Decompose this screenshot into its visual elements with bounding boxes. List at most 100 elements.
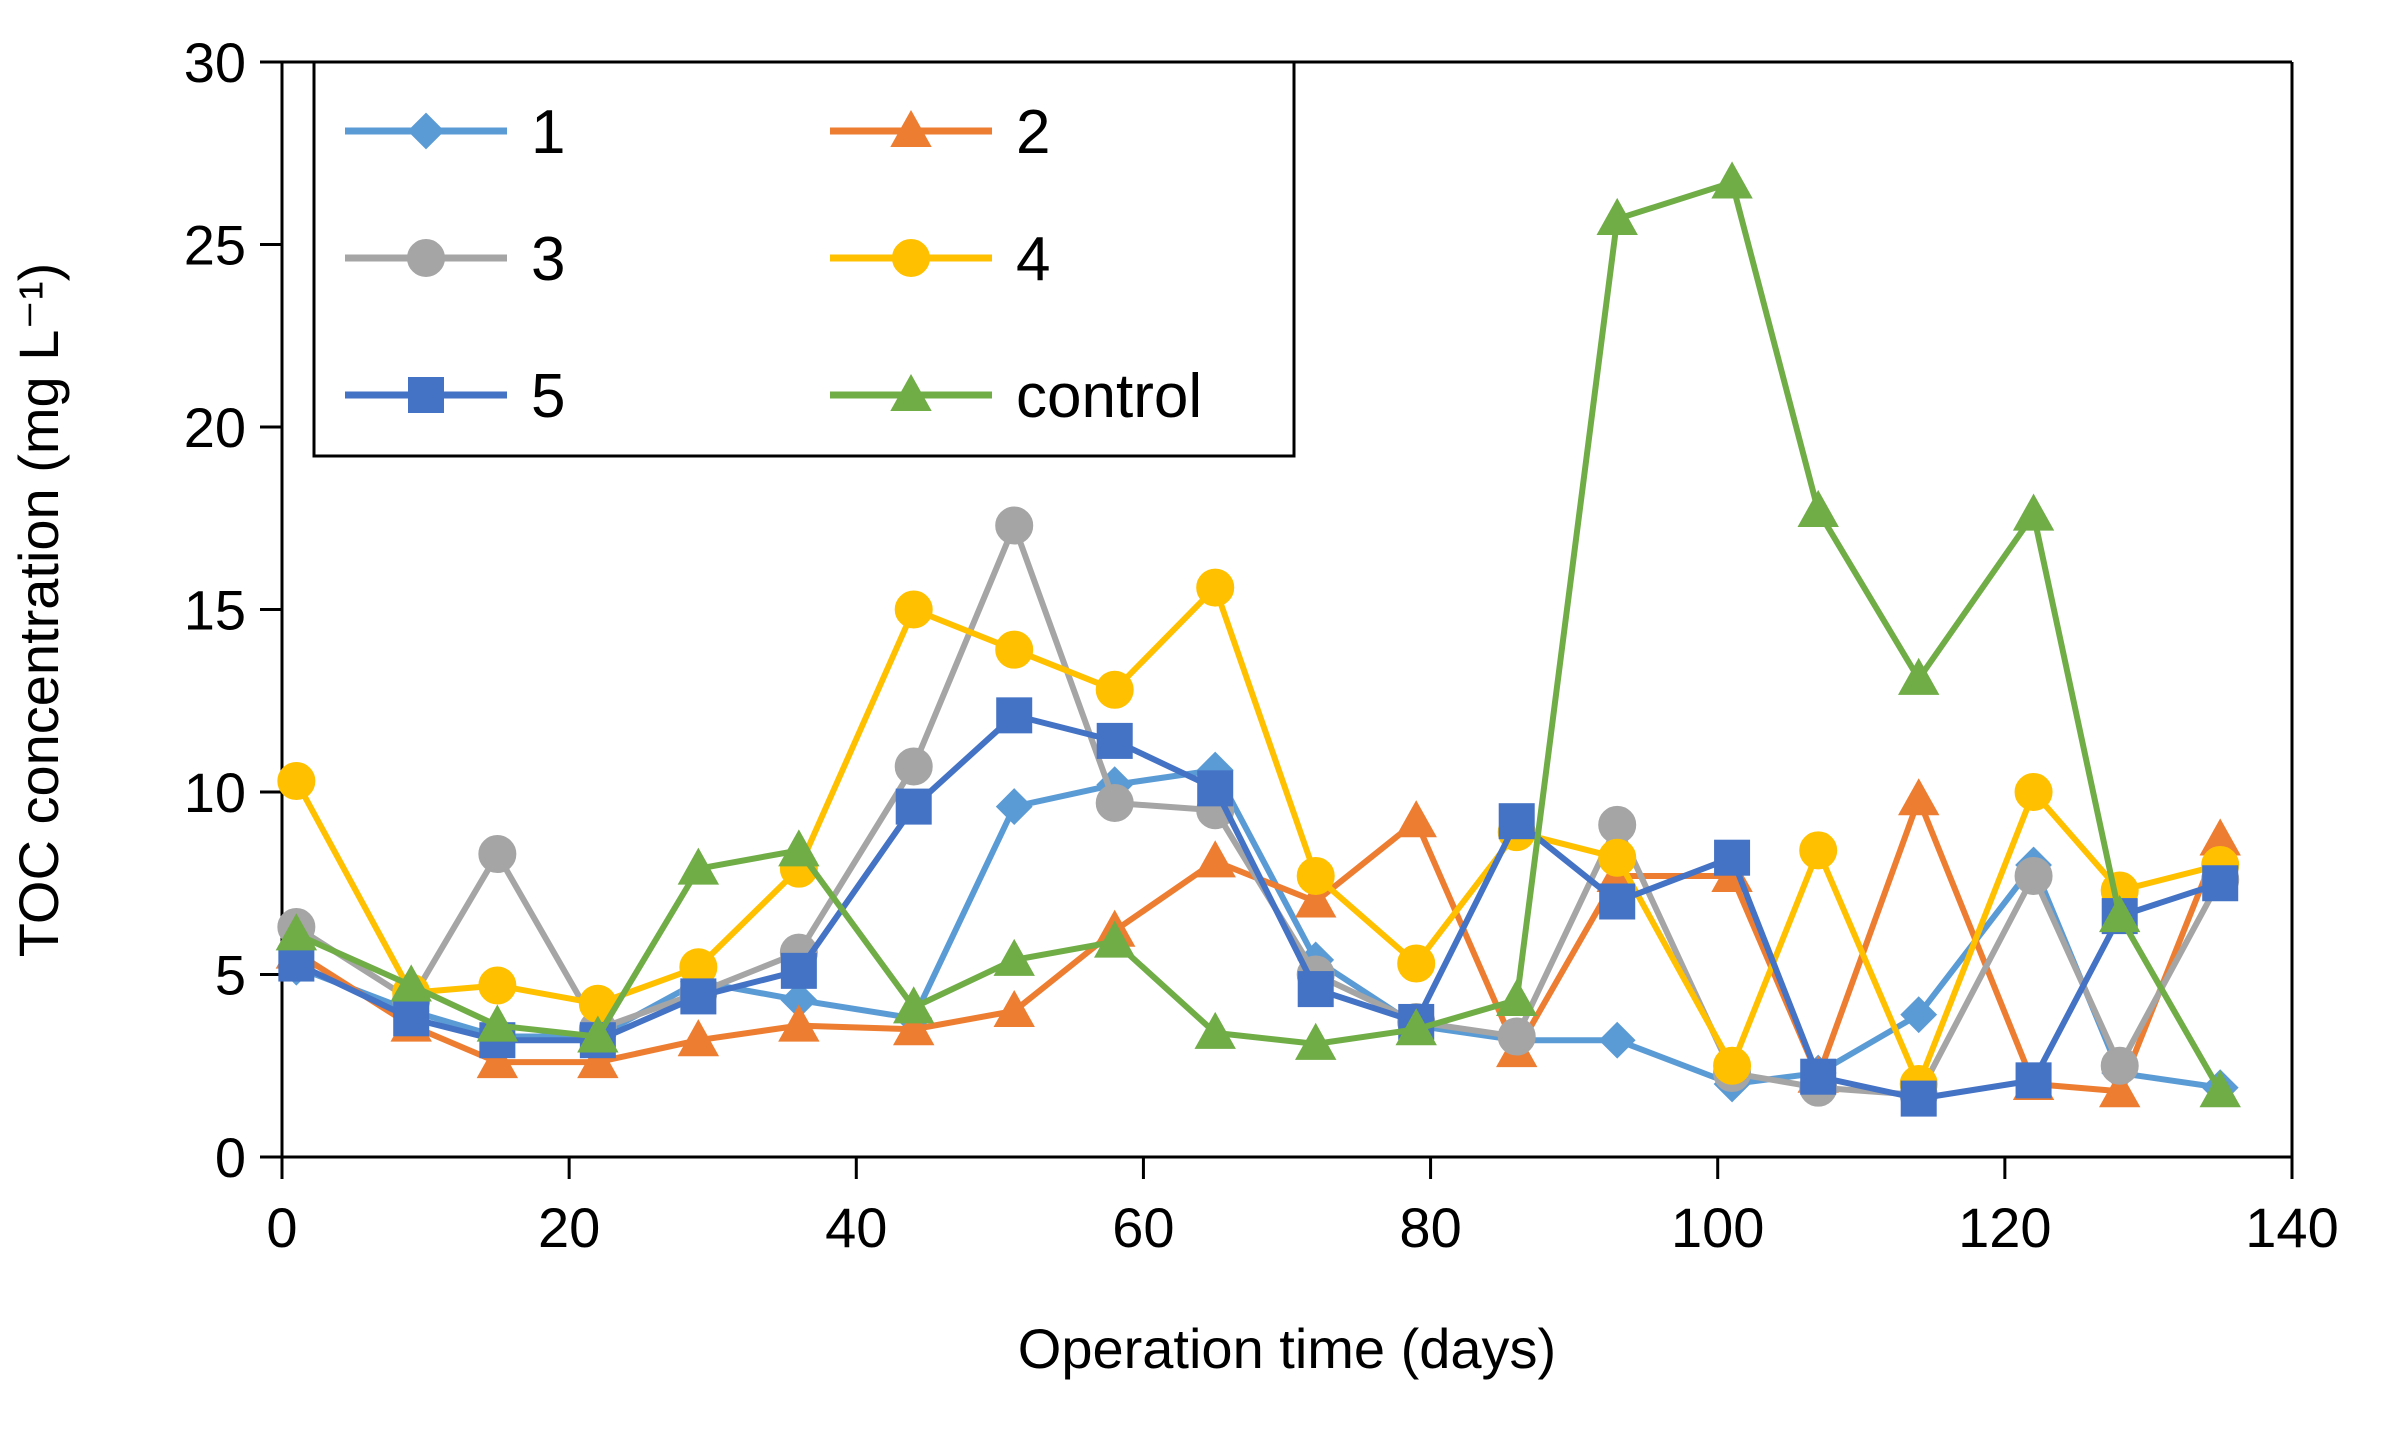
legend-swatch-marker	[892, 239, 930, 277]
series-5-point	[2015, 1062, 2052, 1099]
x-tick-label: 140	[2245, 1196, 2338, 1259]
series-5-point	[996, 697, 1033, 734]
y-axis-ticks: 0 5 10 15 20 25 30	[184, 31, 282, 1189]
x-axis-title: Operation time (days)	[1018, 1317, 1556, 1380]
series-control	[275, 161, 2241, 1108]
legend-swatch-marker	[890, 373, 932, 411]
series-5-point	[1800, 1058, 1837, 1095]
series-4-point	[1095, 670, 1134, 709]
legend-entry-2: 2	[830, 98, 1050, 167]
x-tick-label: 20	[538, 1196, 600, 1259]
series-control-point	[1395, 1008, 1437, 1046]
series-control-point	[2012, 493, 2055, 531]
legend-entry-1: 1	[345, 98, 565, 167]
series-5-point	[895, 788, 932, 825]
series-2-point	[1395, 800, 1437, 838]
series-4-point	[277, 762, 316, 801]
series-5-point	[2202, 865, 2239, 902]
legend-label: 4	[1016, 225, 1050, 294]
series-5-point	[278, 945, 315, 982]
series-2-point	[677, 1019, 720, 1057]
legend: 1 2 3 4 5 control	[312, 60, 1296, 458]
legend-label: 2	[1016, 98, 1050, 167]
x-tick-label: 60	[1112, 1196, 1174, 1259]
series-5-point	[1096, 722, 1133, 759]
series-4-point	[2014, 773, 2053, 811]
series-2-line	[294, 796, 2224, 1095]
legend-label: control	[1016, 362, 1202, 431]
series-2-point	[1295, 880, 1337, 918]
series-control-point	[577, 1015, 619, 1053]
series-2-point	[2099, 1070, 2141, 1108]
series-control-point	[2099, 895, 2141, 933]
series-control-point	[2199, 1070, 2241, 1108]
series-4-point	[894, 590, 933, 629]
legend-entry-3: 3	[345, 225, 565, 294]
series-5-point	[1197, 770, 1234, 807]
series-4-point	[1397, 944, 1436, 983]
legend-entry-5: 5	[345, 362, 565, 431]
legend-swatch-marker	[407, 239, 445, 277]
legend-swatch-marker	[890, 109, 932, 147]
legend-label: 3	[531, 225, 565, 294]
series-control-point	[275, 913, 318, 951]
series-5-point	[1498, 803, 1535, 840]
series-4-point	[1598, 838, 1637, 877]
y-tick-label: 15	[184, 579, 246, 642]
series-5-point	[1714, 839, 1751, 876]
legend-entry-control: control	[830, 362, 1202, 431]
series-control-point	[1711, 161, 1753, 199]
series-control-point	[993, 938, 1035, 976]
series-control-point	[1094, 920, 1136, 958]
series-3-point	[2014, 856, 2053, 895]
y-tick-label: 30	[184, 31, 246, 94]
series-5-point	[1599, 883, 1636, 920]
series-control-point	[893, 986, 935, 1024]
series-1-point	[1900, 996, 1938, 1034]
series-2-point	[893, 1008, 935, 1046]
series-4-point	[1296, 856, 1335, 895]
x-tick-label: 100	[1671, 1196, 1764, 1259]
series-4-point	[1713, 1046, 1752, 1085]
y-tick-label: 10	[184, 761, 246, 824]
legend-swatch-marker	[407, 112, 445, 150]
series-2-point	[778, 1004, 820, 1042]
x-tick-label: 0	[266, 1196, 297, 1259]
legend-entry-4: 4	[830, 225, 1050, 294]
x-tick-label: 80	[1399, 1196, 1461, 1259]
y-tick-label: 0	[215, 1126, 246, 1189]
series-1-point	[1598, 1021, 1636, 1059]
series-layer	[275, 161, 2241, 1117]
y-axis-title: TOC concentration (mg L⁻¹)	[7, 263, 70, 958]
series-4-point	[478, 966, 517, 1005]
series-5-point	[1297, 971, 1334, 1008]
series-control-point	[1797, 489, 1839, 527]
series-control-point	[778, 829, 820, 867]
series-2-point	[577, 1041, 619, 1079]
series-3-point	[995, 506, 1034, 545]
series-3-point	[1598, 805, 1637, 844]
series-control-point	[1898, 657, 1940, 695]
series-1-point	[995, 788, 1033, 826]
series-control-point	[677, 847, 720, 885]
y-tick-label: 20	[184, 396, 246, 459]
series-3-point	[1497, 1017, 1536, 1056]
y-tick-label: 25	[184, 214, 246, 277]
series-control-point	[1596, 197, 1638, 235]
series-control-line	[295, 179, 2223, 1093]
series-3-point	[1095, 783, 1134, 822]
series-3-point	[894, 747, 933, 786]
x-tick-label: 120	[1958, 1196, 2051, 1259]
series-2-point	[993, 989, 1035, 1027]
legend-swatch-marker	[408, 377, 444, 413]
series-control-point	[476, 1004, 519, 1042]
series-5-point	[1900, 1080, 1937, 1117]
x-tick-label: 40	[825, 1196, 887, 1259]
legend-label: 5	[531, 362, 565, 431]
series-5	[278, 697, 2239, 1117]
series-control-point	[1295, 1022, 1337, 1060]
series-2-point	[1194, 840, 1236, 878]
series-3-point	[478, 835, 517, 874]
series-2-point	[476, 1041, 519, 1079]
